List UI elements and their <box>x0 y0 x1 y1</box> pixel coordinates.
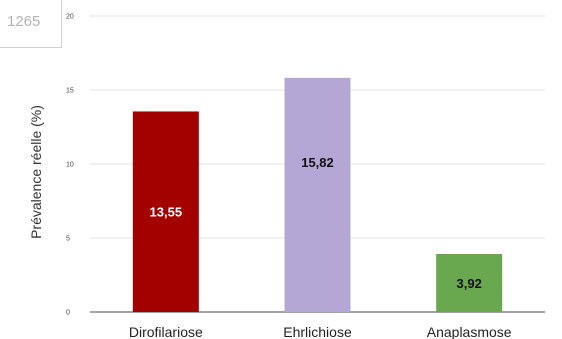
side-panel-fragment: 1265 <box>0 0 62 48</box>
y-tick-label: 5 <box>66 236 70 243</box>
x-axis-labels: Dirofilariose Ehrlichiose Anaplasmose <box>129 324 512 339</box>
bar-anaplasmose <box>436 253 503 312</box>
y-tick-label: 15 <box>66 88 74 95</box>
bar-dirofilariose <box>132 111 199 313</box>
y-tick-label: 20 <box>66 14 74 21</box>
x-tick-label: Anaplasmose <box>427 324 512 339</box>
bars <box>132 77 503 313</box>
x-tick-label: Dirofilariose <box>129 324 203 339</box>
y-axis-ticks: 0 5 10 15 20 <box>66 14 74 317</box>
data-label: 3,92 <box>457 276 482 291</box>
y-axis-label: Prévalence réelle (%) <box>28 105 44 239</box>
data-label: 15,82 <box>301 155 334 170</box>
data-label: 13,55 <box>150 205 183 220</box>
x-tick-label: Ehrlichiose <box>283 324 352 339</box>
y-tick-label: 10 <box>66 162 74 169</box>
data-labels: 13,55 15,82 3,92 <box>150 155 482 291</box>
y-tick-label: 0 <box>66 310 70 317</box>
side-panel-number: 1265 <box>7 13 41 30</box>
bar-ehrlichiose <box>284 77 351 312</box>
